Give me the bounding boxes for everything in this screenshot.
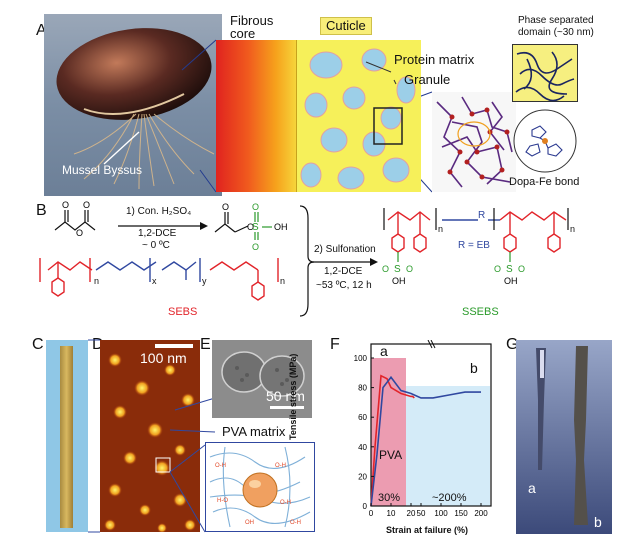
axis-break-2 — [430, 340, 436, 349]
scale-100nm: 100 nm — [140, 350, 187, 366]
film-photo-c — [46, 340, 88, 532]
cuticle-label: Cuticle — [326, 18, 366, 33]
svg-text:O: O — [62, 200, 69, 210]
chart-f-pva: PVA — [379, 448, 403, 462]
panel-label-f: F — [330, 336, 340, 353]
stretched-films-photo — [516, 340, 612, 534]
svg-text:OH: OH — [392, 276, 406, 286]
dopa-fe-label: Dopa-Fe bond — [509, 176, 580, 188]
phase-separated-label: Phase separated domain (~30 nm) — [518, 15, 594, 38]
sub-y: y — [202, 276, 207, 286]
chart-f-xtick: 20 — [407, 509, 416, 518]
phase-domain-inset — [512, 44, 578, 102]
byssus-caption: Mussel Byssus — [62, 163, 143, 177]
axis-break-1 — [427, 340, 433, 349]
fibrous-core-label: Fibrous core — [230, 13, 274, 41]
chart-f-xtick: 100 — [434, 509, 448, 518]
svg-text:O: O — [518, 264, 525, 274]
step1-reagent: 1) Con. H₂SO₄ — [126, 206, 192, 217]
svg-text:O-H: O-H — [275, 463, 286, 469]
film-b-label: b — [594, 514, 602, 530]
chart-f-xtick: 0 — [369, 509, 374, 518]
svg-text:O: O — [83, 200, 90, 210]
plot-frame — [370, 343, 492, 507]
afm-image — [100, 340, 200, 532]
sub-n-4: n — [570, 224, 576, 234]
granule-label: Granule — [404, 72, 451, 87]
svg-text:O: O — [382, 264, 389, 274]
chart-f-30pct: 30% — [378, 492, 401, 504]
step1-temp: ~ 0 ºC — [142, 240, 170, 251]
r-equals-eb: R = EB — [458, 240, 490, 251]
chart-f-xtick: 200 — [474, 509, 488, 518]
step2-cond: ~53 ºC, 12 h — [316, 280, 372, 291]
chart-f-xlabel: Strain at failure (%) — [386, 525, 469, 535]
svg-text:O: O — [222, 202, 229, 212]
ssebs-label: SSEBS — [462, 306, 499, 318]
svg-text:O: O — [494, 264, 501, 274]
panel-label-a: A — [36, 22, 47, 39]
svg-text:O: O — [406, 264, 413, 274]
svg-text:O: O — [247, 222, 254, 232]
mussel-photo — [44, 14, 222, 196]
step2-label: 2) Sulfonation — [314, 244, 376, 255]
sub-x: x — [152, 276, 157, 286]
panel-label-b: B — [36, 202, 47, 219]
chart-f-ytick: 20 — [358, 472, 367, 481]
chart-f-series-1 — [370, 375, 481, 507]
svg-text:S: S — [252, 222, 259, 233]
protein-matrix-label: Protein matrix — [394, 52, 475, 67]
sub-n-3: n — [438, 224, 444, 234]
scale-50nm: 50 nm — [266, 388, 305, 404]
sebs-label: SEBS — [168, 306, 198, 318]
fibrous-core-bar — [216, 40, 296, 192]
svg-text:O: O — [252, 242, 259, 252]
step1-solvent: 1,2-DCE — [138, 228, 177, 239]
svg-text:O: O — [252, 202, 259, 212]
svg-text:OH: OH — [504, 276, 518, 286]
chart-f-200pct: ~200% — [432, 492, 467, 504]
chart-f-ytick: 100 — [354, 354, 368, 363]
chart-f-series-0 — [370, 374, 415, 507]
panel-label-d: D — [92, 336, 104, 353]
sub-n-1: n — [94, 276, 100, 286]
reaction-scheme: OOO O O S O O OH — [39, 200, 569, 317]
chart-f-xtick: 50 — [417, 509, 426, 518]
pva-network-inset: O-H O-H H-O O-H OH O-H — [205, 442, 315, 532]
r-label: R — [478, 210, 486, 221]
sub-n-2: n — [280, 276, 286, 286]
chart-f-ylabel: Tensile stress (MPa) — [288, 353, 298, 440]
cuticle-label-box — [320, 17, 372, 35]
film-a-label: a — [528, 480, 536, 496]
svg-text:OH: OH — [245, 520, 254, 526]
chart-f-curve-b: b — [470, 360, 478, 376]
svg-text:O: O — [76, 228, 83, 238]
svg-text:S: S — [506, 264, 513, 275]
svg-text:O-H: O-H — [280, 500, 291, 506]
granules — [300, 48, 416, 190]
chart-f-ytick: 80 — [358, 384, 367, 393]
panel-label-e: E — [200, 336, 211, 353]
svg-text:H-O: H-O — [217, 498, 228, 504]
panel-label-c: C — [32, 336, 44, 353]
svg-text:O-H: O-H — [215, 463, 226, 469]
chart-f-ytick: 60 — [358, 413, 367, 422]
panel-label-g: G — [506, 336, 519, 353]
svg-text:O-H: O-H — [290, 520, 301, 526]
chart-f-curve-a: a — [380, 343, 388, 359]
chart-f-ytick: 40 — [358, 443, 367, 452]
pva-matrix-label: PVA matrix — [222, 424, 286, 439]
chart-f-ytick: 0 — [363, 502, 368, 511]
step2-solvent: 1,2-DCE — [324, 266, 363, 277]
tem-image — [212, 340, 312, 418]
svg-text:S: S — [394, 264, 401, 275]
dopa-fe-inset — [513, 109, 577, 173]
ssebs-region — [406, 386, 490, 506]
svg-text:OH: OH — [274, 222, 288, 232]
chart-f-xtick: 150 — [454, 509, 468, 518]
network-zoom — [432, 92, 516, 192]
chart-f-xtick: 10 — [387, 509, 396, 518]
